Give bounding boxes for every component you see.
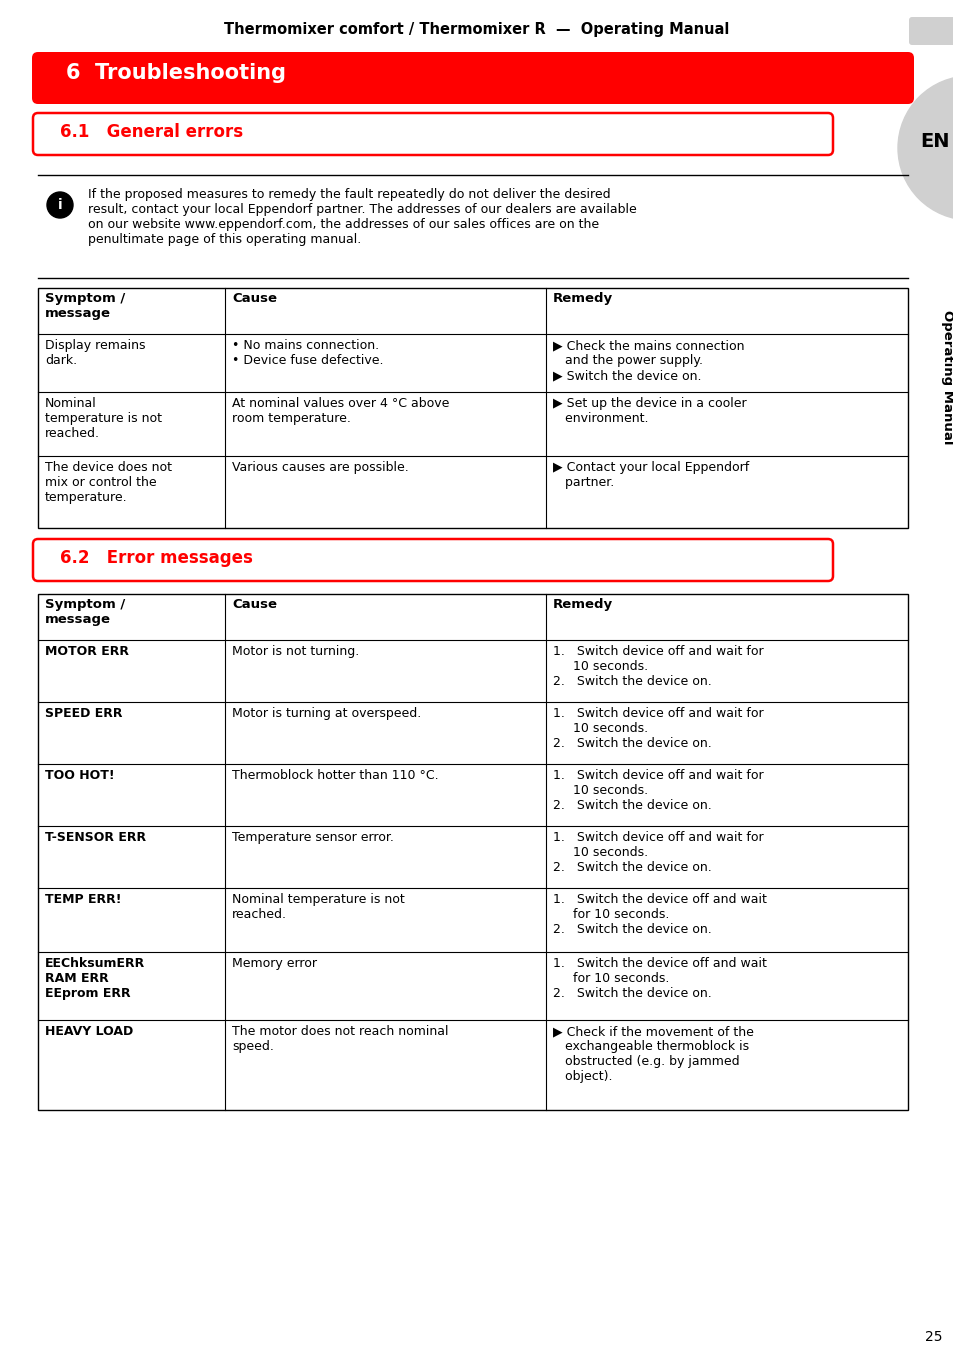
Text: • No mains connection.
• Device fuse defective.: • No mains connection. • Device fuse def… — [232, 339, 383, 366]
Bar — [38, 594, 907, 1110]
Text: 1.   Switch device off and wait for
     10 seconds.
2.   Switch the device on.: 1. Switch device off and wait for 10 sec… — [553, 831, 762, 873]
Text: ▶ Contact your local Eppendorf
   partner.: ▶ Contact your local Eppendorf partner. — [553, 461, 748, 489]
Text: TOO HOT!: TOO HOT! — [45, 769, 114, 781]
Text: Operating Manual: Operating Manual — [941, 310, 953, 445]
Text: The device does not
mix or control the
temperature.: The device does not mix or control the t… — [45, 461, 172, 504]
Text: Temperature sensor error.: Temperature sensor error. — [232, 831, 394, 844]
Text: ▶ Check the mains connection
   and the power supply.
▶ Switch the device on.: ▶ Check the mains connection and the pow… — [553, 339, 743, 383]
Text: 6.1   General errors: 6.1 General errors — [60, 123, 243, 141]
Text: Motor is turning at overspeed.: Motor is turning at overspeed. — [232, 707, 421, 721]
Text: 1.   Switch device off and wait for
     10 seconds.
2.   Switch the device on.: 1. Switch device off and wait for 10 sec… — [553, 769, 762, 813]
Text: Memory error: Memory error — [232, 957, 316, 969]
Text: Symptom /
message: Symptom / message — [45, 598, 125, 626]
FancyBboxPatch shape — [33, 539, 832, 581]
Text: Various causes are possible.: Various causes are possible. — [232, 461, 408, 475]
Text: Nominal
temperature is not
reached.: Nominal temperature is not reached. — [45, 397, 162, 439]
Circle shape — [897, 76, 953, 220]
FancyBboxPatch shape — [33, 114, 832, 155]
Text: EN: EN — [920, 132, 949, 151]
Text: MOTOR ERR: MOTOR ERR — [45, 645, 129, 658]
Text: The motor does not reach nominal
speed.: The motor does not reach nominal speed. — [232, 1025, 448, 1053]
Text: At nominal values over 4 °C above
room temperature.: At nominal values over 4 °C above room t… — [232, 397, 449, 425]
Text: 25: 25 — [924, 1330, 942, 1344]
Text: Nominal temperature is not
reached.: Nominal temperature is not reached. — [232, 894, 404, 921]
Text: 6.2   Error messages: 6.2 Error messages — [60, 549, 253, 566]
Text: Thermoblock hotter than 110 °C.: Thermoblock hotter than 110 °C. — [232, 769, 438, 781]
Text: Cause: Cause — [232, 292, 276, 306]
Text: T-SENSOR ERR: T-SENSOR ERR — [45, 831, 146, 844]
Text: Motor is not turning.: Motor is not turning. — [232, 645, 359, 658]
Text: EEChksumERR
RAM ERR
EEprom ERR: EEChksumERR RAM ERR EEprom ERR — [45, 957, 145, 1000]
Text: i: i — [57, 197, 62, 212]
Text: TEMP ERR!: TEMP ERR! — [45, 894, 121, 906]
Text: ▶ Set up the device in a cooler
   environment.: ▶ Set up the device in a cooler environm… — [553, 397, 746, 425]
Text: ▶ Check if the movement of the
   exchangeable thermoblock is
   obstructed (e.g: ▶ Check if the movement of the exchangea… — [553, 1025, 753, 1083]
FancyBboxPatch shape — [32, 51, 913, 104]
Text: 1.   Switch the device off and wait
     for 10 seconds.
2.   Switch the device : 1. Switch the device off and wait for 10… — [553, 957, 766, 1000]
Text: Thermomixer comfort / Thermomixer R  —  Operating Manual: Thermomixer comfort / Thermomixer R — Op… — [224, 22, 729, 37]
Text: Remedy: Remedy — [553, 292, 613, 306]
Text: 1.   Switch device off and wait for
     10 seconds.
2.   Switch the device on.: 1. Switch device off and wait for 10 sec… — [553, 645, 762, 688]
Text: If the proposed measures to remedy the fault repeatedly do not deliver the desir: If the proposed measures to remedy the f… — [88, 188, 636, 246]
Text: Remedy: Remedy — [553, 598, 613, 611]
Text: Cause: Cause — [232, 598, 276, 611]
Text: 6  Troubleshooting: 6 Troubleshooting — [66, 64, 286, 82]
Circle shape — [47, 192, 73, 218]
Bar — [38, 288, 907, 529]
Text: HEAVY LOAD: HEAVY LOAD — [45, 1025, 133, 1038]
Text: 1.   Switch the device off and wait
     for 10 seconds.
2.   Switch the device : 1. Switch the device off and wait for 10… — [553, 894, 766, 936]
FancyBboxPatch shape — [908, 18, 953, 45]
Text: Symptom /
message: Symptom / message — [45, 292, 125, 320]
Text: 1.   Switch device off and wait for
     10 seconds.
2.   Switch the device on.: 1. Switch device off and wait for 10 sec… — [553, 707, 762, 750]
Text: Display remains
dark.: Display remains dark. — [45, 339, 146, 366]
Text: SPEED ERR: SPEED ERR — [45, 707, 122, 721]
